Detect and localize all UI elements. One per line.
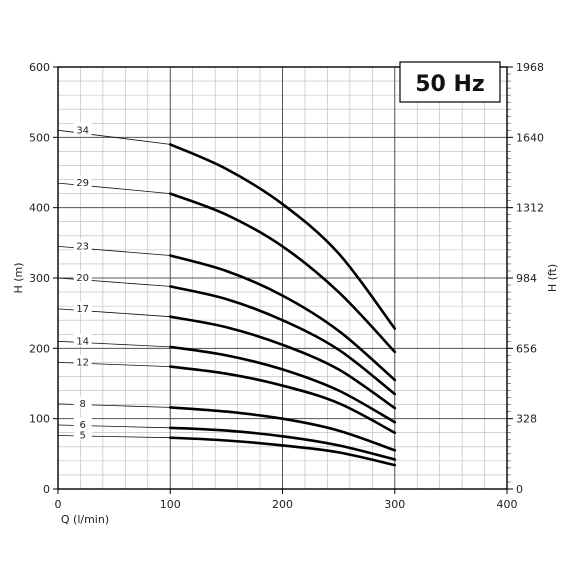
curve-20 (169, 285, 397, 396)
curve-6-shutoff (57, 424, 171, 429)
curve-12-shutoff (57, 362, 171, 367)
x-tick-label: 300 (384, 498, 405, 511)
y-left-tick-label: 600 (29, 61, 50, 74)
curve-label-20: 20 (76, 273, 89, 284)
curve-label-bg (73, 122, 92, 135)
curve-label-5: 5 (80, 431, 86, 442)
curve-label-bg (73, 333, 92, 346)
title-box (399, 61, 501, 103)
curve-20-shutoff (57, 277, 171, 287)
x-axis-title: Q (l/min) (61, 513, 109, 526)
curve-14-shutoff (57, 340, 171, 348)
y-left-tick-label: 400 (29, 202, 50, 215)
curve-label-29: 29 (76, 178, 89, 189)
y-right-tick-label: 0 (516, 483, 523, 496)
curve-label-12: 12 (76, 357, 89, 368)
y-right-tick-label: 1312 (516, 202, 544, 215)
curve-label-6: 6 (80, 420, 86, 431)
y-axis-title-left: H (m) (12, 262, 25, 293)
grid-layer (57, 66, 511, 490)
curve-5 (169, 436, 397, 467)
curve-8 (169, 406, 397, 452)
curve-layer (57, 129, 397, 467)
curve-label-23: 23 (76, 241, 89, 252)
label-layer: 34 29 23 20 17 14 12 8 65 (73, 122, 92, 442)
curve-23 (169, 254, 397, 382)
x-tick-label: 0 (55, 498, 62, 511)
y-right-tick-label: 1968 (516, 61, 544, 74)
curve-6 (169, 426, 397, 461)
curve-label-bg (73, 175, 92, 188)
curve-34 (169, 143, 397, 330)
curve-label-bg (73, 238, 92, 251)
curve-17 (169, 315, 397, 410)
curve-label-14: 14 (76, 336, 89, 347)
y-right-tick-label: 656 (516, 342, 537, 355)
y-left-tick-label: 500 (29, 131, 50, 144)
curve-14 (169, 345, 397, 424)
curve-label-17: 17 (76, 304, 89, 315)
y-right-tick-label: 984 (516, 272, 537, 285)
y-right-tick-label: 1640 (516, 131, 544, 144)
x-tick-label: 200 (272, 498, 293, 511)
y-left-tick-label: 300 (29, 272, 50, 285)
curve-label-bg (73, 301, 92, 314)
tick-layer: 0 100 200 300 400 0 100 200 300 400 500 600 0 328 656 9… (29, 61, 544, 511)
curve-34-shutoff (57, 129, 171, 145)
curve-12 (169, 365, 397, 434)
x-tick-label: 400 (497, 498, 518, 511)
curve-label-8: 8 (80, 399, 86, 410)
y-left-tick-label: 0 (43, 483, 50, 496)
curve-29 (169, 192, 397, 354)
curve-17-shutoff (57, 308, 171, 318)
y-axis-title-right: H (ft) (546, 264, 559, 292)
curve-label-bg (73, 417, 92, 430)
curve-23-shutoff (57, 246, 171, 256)
curve-label-34: 34 (76, 125, 89, 136)
curve-label-bg (73, 270, 92, 283)
curve-label-bg (73, 428, 92, 441)
y-left-tick-label: 100 (29, 413, 50, 426)
curve-5-shutoff (57, 435, 171, 439)
curve-8-shutoff (57, 403, 171, 408)
curve-29-shutoff (57, 182, 171, 194)
curve-label-bg (73, 396, 92, 409)
x-tick-label: 100 (160, 498, 181, 511)
curve-label-bg (73, 354, 92, 367)
y-right-tick-label: 328 (516, 413, 537, 426)
chart-title: 50 Hz (415, 72, 485, 97)
y-left-tick-label: 200 (29, 342, 50, 355)
